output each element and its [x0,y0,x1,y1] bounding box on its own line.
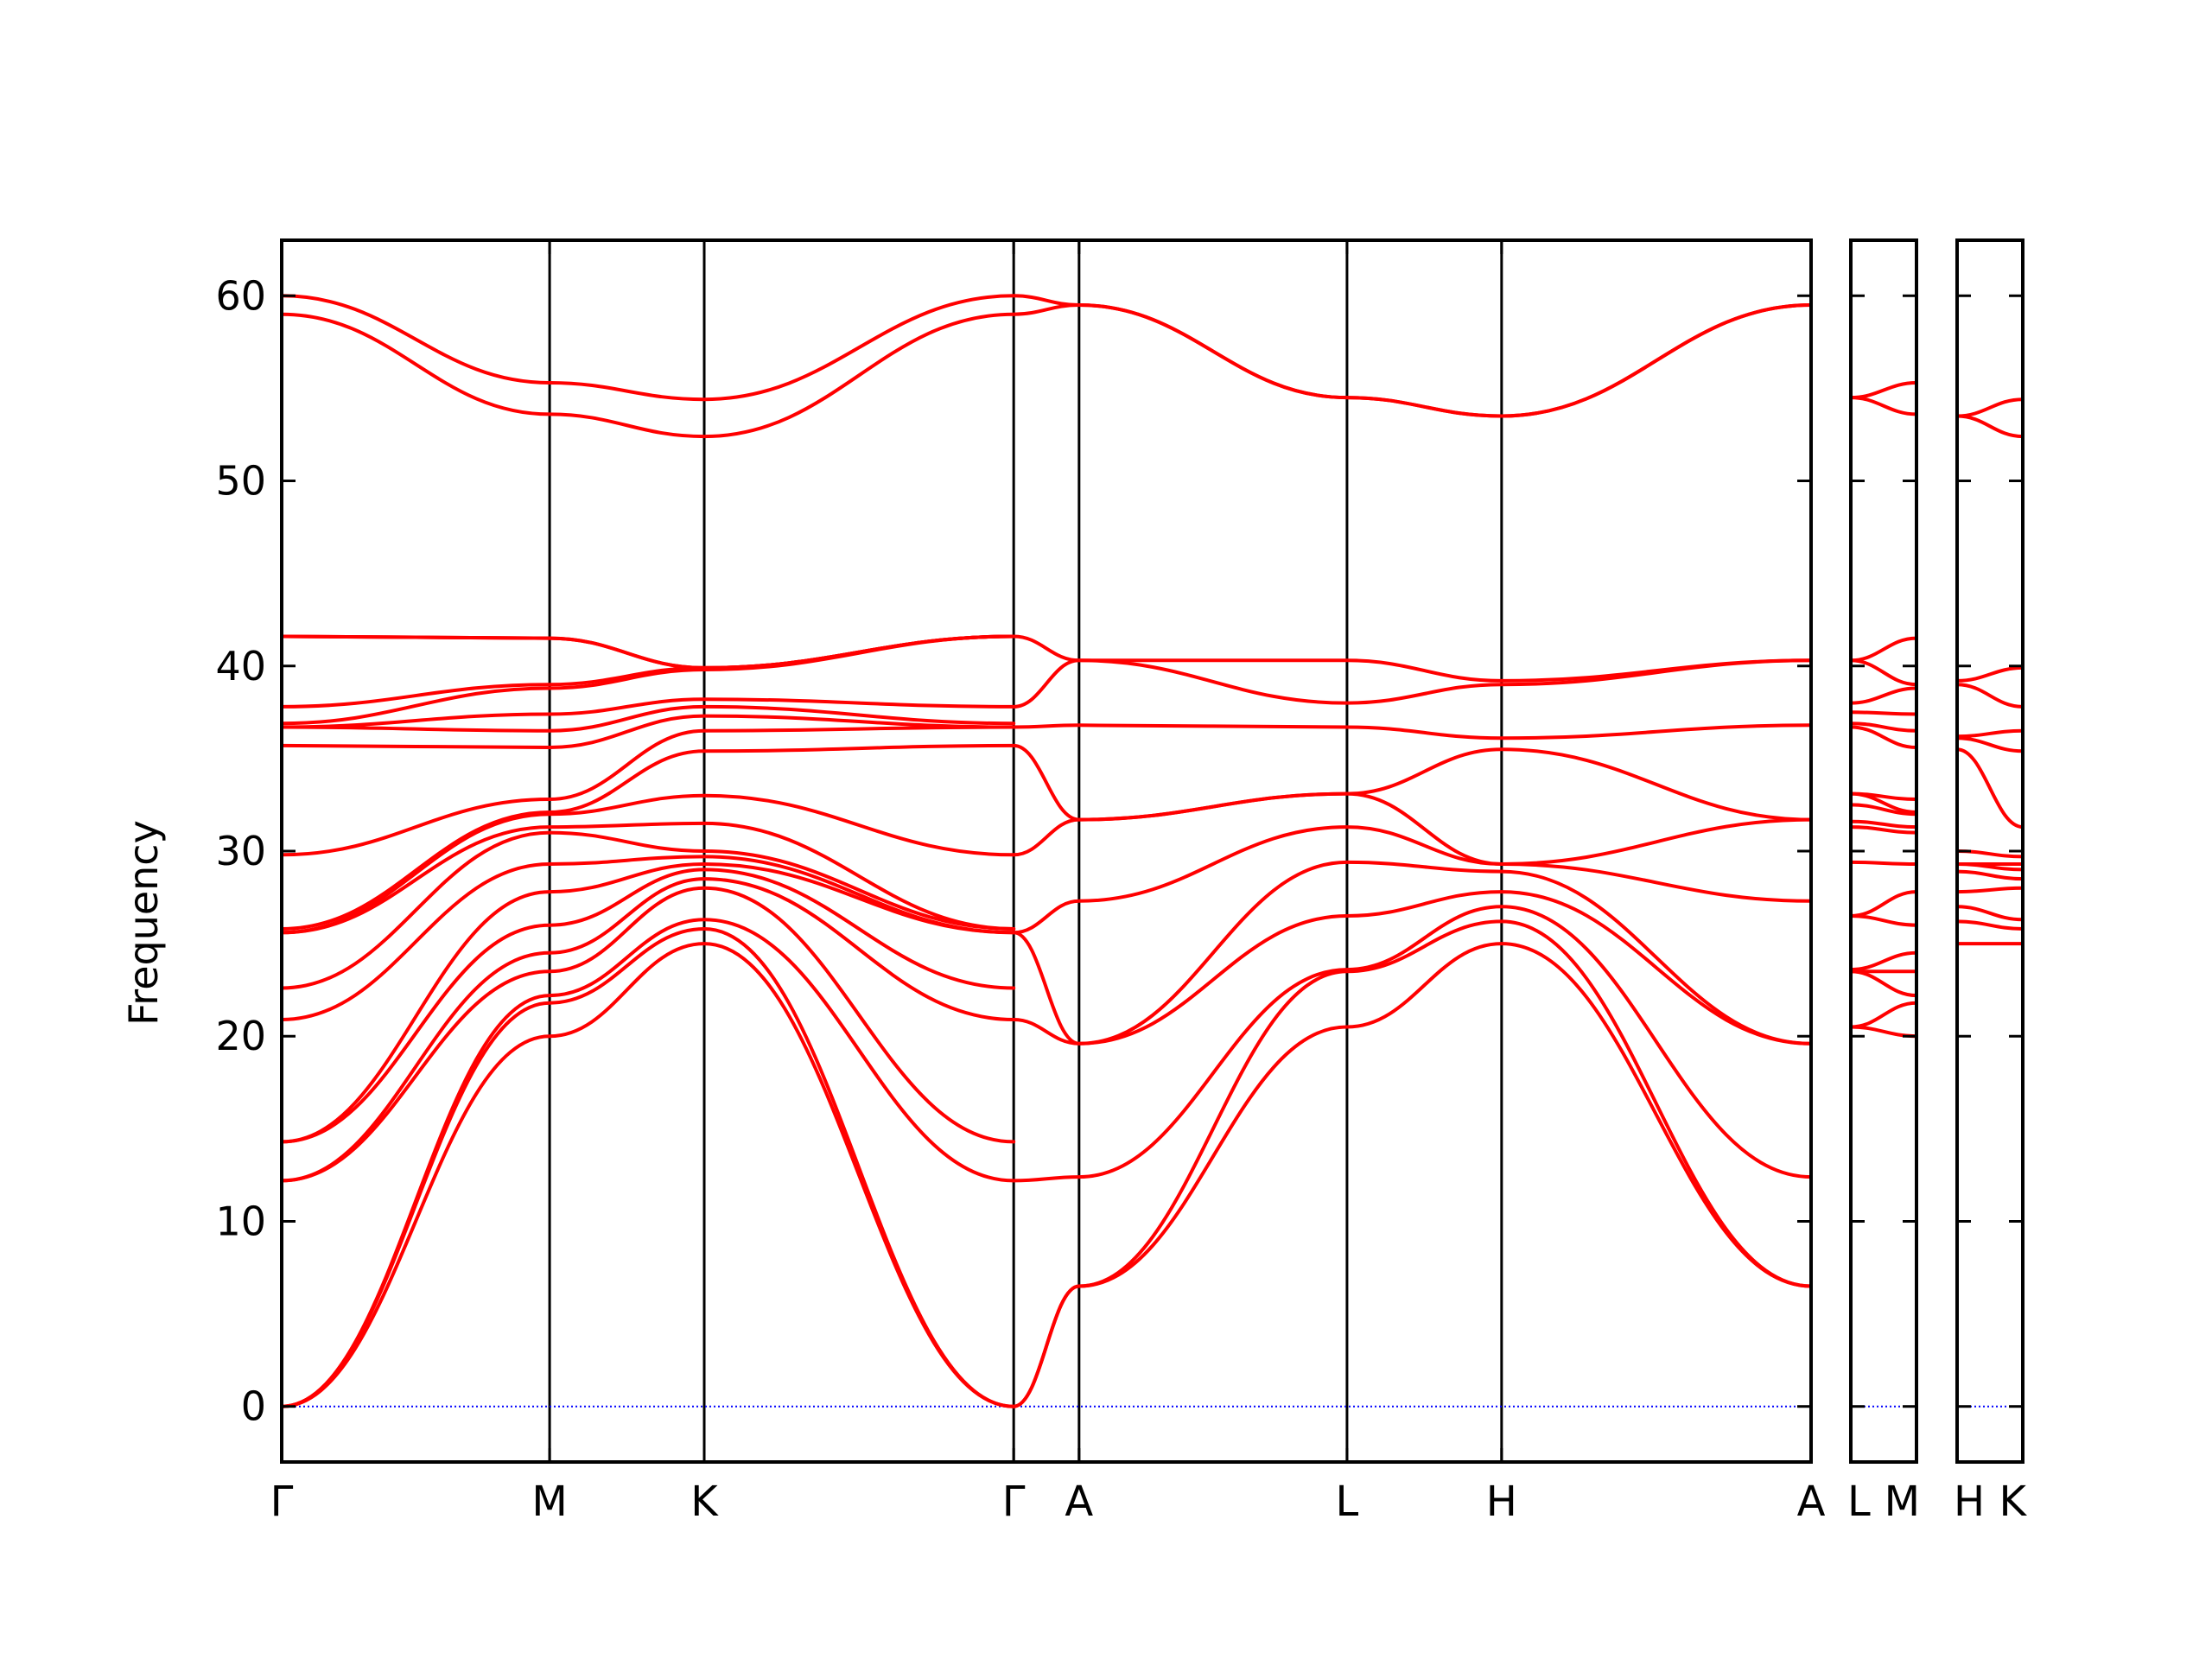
band-line [1955,414,2024,439]
x-tick-label: L [1847,1478,1871,1526]
band-line [280,634,1016,670]
band-line [280,704,1016,733]
x-tick-label: H [1486,1478,1517,1526]
y-tick-label: 10 [215,1198,266,1244]
band-line [1849,890,1918,918]
band-line [1012,634,1813,683]
band-line [280,830,1016,990]
y-tick-label: 60 [215,272,266,319]
band-line [280,294,1016,402]
x-tick-label: H [1954,1478,1985,1526]
band-line [280,634,1016,726]
band-line [1849,710,1918,716]
band-line [280,855,1016,1021]
band-line [1012,723,1813,741]
band-line [1849,1001,1918,1029]
band-line [1955,728,2024,739]
band-line [1012,743,1813,866]
band-line [1849,803,1918,817]
band-line [1849,819,1918,830]
band-line [1849,721,1918,733]
band-line [280,714,1016,749]
band-line [1849,969,1918,998]
band-line [280,725,1016,857]
band-line [1012,919,1813,1408]
x-tick-label: A [1065,1478,1093,1526]
y-tick-label: 30 [215,828,266,874]
band-line [1012,303,1813,418]
band-line [280,927,1016,1408]
y-tick-label: 0 [241,1383,266,1430]
band-line [280,918,1016,1408]
band-line [280,862,1016,1144]
x-tick-label: A [1797,1478,1826,1526]
band-line [1012,860,1813,1046]
panel-frame [280,238,1813,1464]
band-line [1955,683,2024,709]
band-line [1849,825,1918,835]
band-line [1955,736,2024,753]
band-line [1012,890,1813,1046]
band-line [1849,950,1918,972]
band-line [1955,869,2024,881]
x-tick-label: Γ [1002,1478,1026,1526]
band-line [1012,825,1813,935]
y-tick-label: 40 [215,643,266,690]
band-line [1849,396,1918,416]
band-line [1849,658,1918,687]
band-line [1849,914,1918,927]
band-line [280,886,1016,1183]
band-line [280,793,1016,935]
band-line [1849,686,1918,705]
band-line [280,634,1016,709]
band-line [1955,919,2024,931]
band-line [280,312,1016,439]
x-tick-label: K [690,1478,719,1526]
x-tick-label: L [1336,1478,1359,1526]
band-line [280,942,1016,1408]
band-line [280,821,1016,935]
band-line [1955,747,2024,830]
band-line [280,877,1016,1183]
y-tick-label: 50 [215,458,266,505]
band-line [1955,665,2024,683]
band-line [280,743,1016,931]
band-line [1012,905,1813,1183]
band-line [280,868,1016,1144]
band-line [1955,397,2024,418]
band-line [1849,725,1918,749]
band-line [1849,1025,1918,1039]
band-line [1849,381,1918,400]
x-tick-label: M [1885,1478,1920,1526]
band-line [1955,886,2024,894]
band-line [1849,636,1918,663]
band-line [1849,791,1918,801]
band-line [1012,294,1813,418]
band-line [280,697,1016,729]
band-line [1955,905,2024,922]
band-line [280,634,1016,670]
band-line [1849,860,1918,866]
x-tick-label: M [531,1478,567,1526]
y-axis-label: Frequency [120,820,167,1026]
x-tick-label: Γ [270,1478,294,1526]
y-tick-label: 20 [215,1013,266,1059]
x-tick-label: K [1999,1478,2028,1526]
